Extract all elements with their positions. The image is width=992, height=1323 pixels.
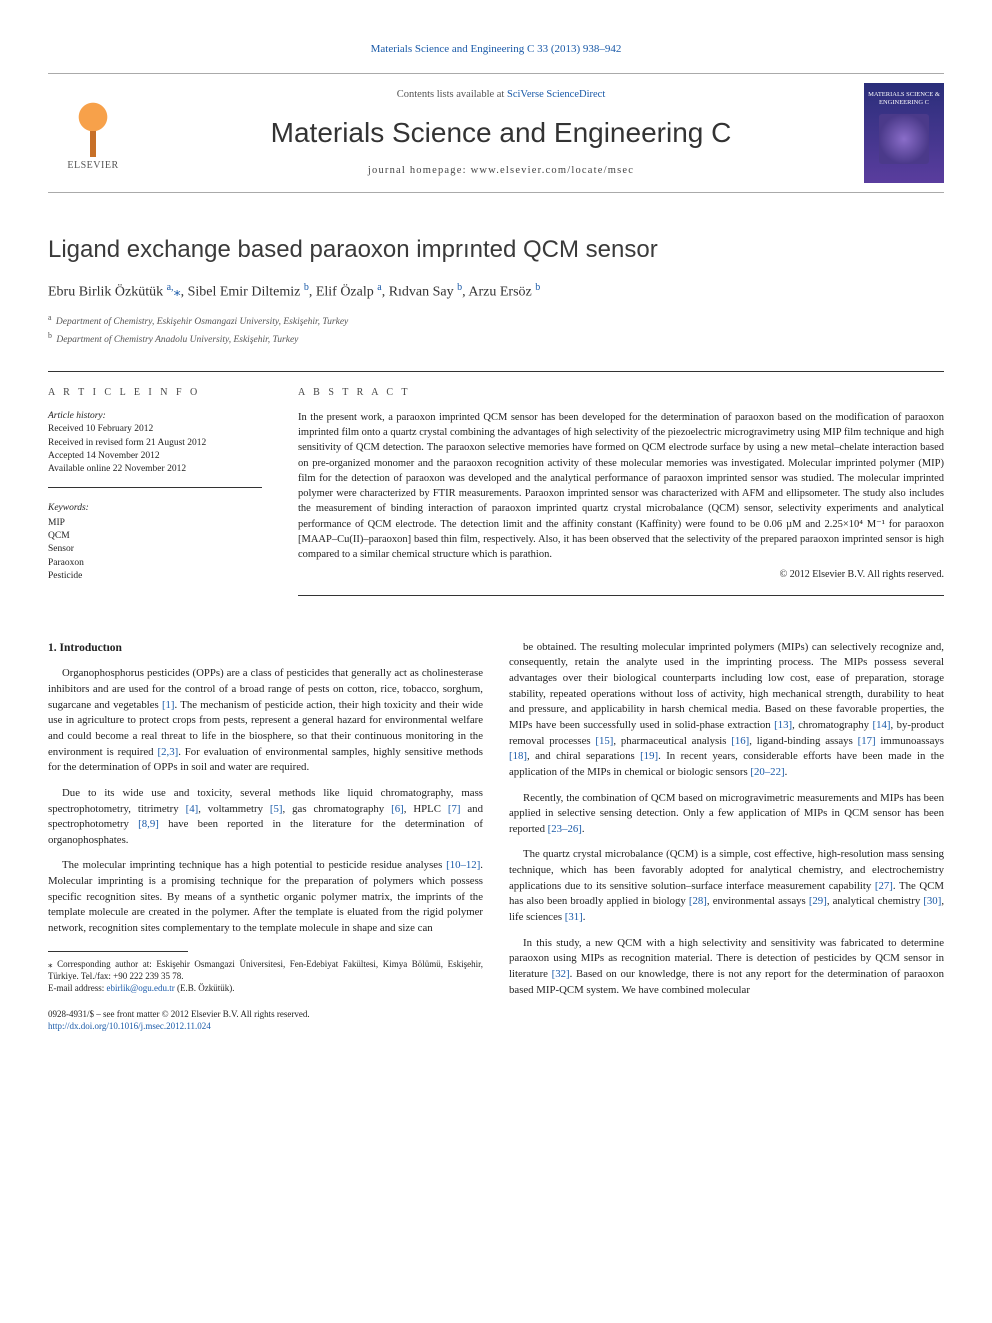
abstract-copyright: © 2012 Elsevier B.V. All rights reserved… bbox=[298, 568, 944, 583]
article-body: 1. Introductıon Organophosphorus pestici… bbox=[48, 640, 944, 1033]
history-online: Available online 22 November 2012 bbox=[48, 463, 262, 476]
affiliation-b: Department of Chemistry Anadolu Universi… bbox=[56, 335, 298, 345]
email-suffix: (E.B. Özkütük). bbox=[175, 983, 235, 993]
running-head: Materials Science and Engineering C 33 (… bbox=[48, 42, 944, 57]
article-history: Article history: Received 10 February 20… bbox=[48, 410, 262, 487]
section-heading: 1. Introductıon bbox=[48, 640, 483, 657]
footnotes: ⁎ Corresponding author at: Eskişehir Osm… bbox=[48, 958, 483, 994]
corresponding-author-note: ⁎ Corresponding author at: Eskişehir Osm… bbox=[48, 958, 483, 982]
journal-homepage: journal homepage: www.elsevier.com/locat… bbox=[138, 164, 864, 179]
author-list: Ebru Birlik Özkütük a,⁎, Sibel Emir Dilt… bbox=[48, 281, 944, 302]
affiliation-a: Department of Chemistry, Eskişehir Osman… bbox=[56, 317, 348, 327]
body-paragraph: Due to its wide use and toxicity, severa… bbox=[48, 786, 483, 849]
cover-image-icon bbox=[879, 114, 929, 164]
journal-cover: MATERIALS SCIENCE & ENGINEERING C bbox=[864, 83, 944, 183]
affiliations: a Department of Chemistry, Eskişehir Osm… bbox=[48, 312, 944, 347]
body-paragraph: Recently, the combination of QCM based o… bbox=[509, 791, 944, 838]
journal-name: Materials Science and Engineering C bbox=[138, 113, 864, 152]
body-paragraph: be obtained. The resulting molecular imp… bbox=[509, 640, 944, 781]
issn-line: 0928-4931/$ – see front matter © 2012 El… bbox=[48, 1008, 483, 1020]
body-paragraph: Organophosphorus pesticides (OPPs) are a… bbox=[48, 666, 483, 775]
publisher-label: ELSEVIER bbox=[67, 159, 118, 173]
cover-title: MATERIALS SCIENCE & ENGINEERING C bbox=[864, 91, 944, 105]
history-accepted: Accepted 14 November 2012 bbox=[48, 450, 262, 463]
history-label: Article history: bbox=[48, 410, 262, 423]
history-received: Received 10 February 2012 bbox=[48, 423, 262, 436]
homepage-url: www.elsevier.com/locate/msec bbox=[471, 165, 635, 176]
sciencedirect-link[interactable]: SciVerse ScienceDirect bbox=[507, 89, 605, 100]
contents-prefix: Contents lists available at bbox=[397, 89, 507, 100]
elsevier-tree-icon bbox=[63, 93, 123, 153]
abstract-text: In the present work, a paraoxon imprinte… bbox=[298, 410, 944, 596]
keywords: Keywords: MIP QCM Sensor Paraoxon Pestic… bbox=[48, 502, 262, 584]
body-paragraph: In this study, a new QCM with a high sel… bbox=[509, 936, 944, 999]
keyword-item: QCM bbox=[48, 530, 262, 543]
abstract-heading: A B S T R A C T bbox=[298, 386, 944, 400]
publisher-logo: ELSEVIER bbox=[48, 83, 138, 183]
email-label: E-mail address: bbox=[48, 983, 106, 993]
keyword-item: MIP bbox=[48, 517, 262, 530]
masthead: ELSEVIER Contents lists available at Sci… bbox=[48, 73, 944, 193]
body-paragraph: The molecular imprinting technique has a… bbox=[48, 858, 483, 936]
contents-line: Contents lists available at SciVerse Sci… bbox=[138, 88, 864, 103]
body-paragraph: The quartz crystal microbalance (QCM) is… bbox=[509, 847, 944, 925]
article-title: Ligand exchange based paraoxon imprınted… bbox=[48, 233, 944, 267]
article-info-heading: A R T I C L E I N F O bbox=[48, 386, 262, 400]
homepage-prefix: journal homepage: bbox=[368, 165, 471, 176]
doi-link[interactable]: http://dx.doi.org/10.1016/j.msec.2012.11… bbox=[48, 1021, 211, 1031]
keyword-item: Paraoxon bbox=[48, 557, 262, 570]
footer: 0928-4931/$ – see front matter © 2012 El… bbox=[48, 1008, 483, 1032]
keyword-item: Sensor bbox=[48, 543, 262, 556]
history-revised: Received in revised form 21 August 2012 bbox=[48, 437, 262, 450]
email-link[interactable]: ebirlik@ogu.edu.tr bbox=[106, 983, 174, 993]
keywords-label: Keywords: bbox=[48, 502, 262, 515]
footnote-separator bbox=[48, 951, 188, 952]
keyword-item: Pesticide bbox=[48, 570, 262, 583]
